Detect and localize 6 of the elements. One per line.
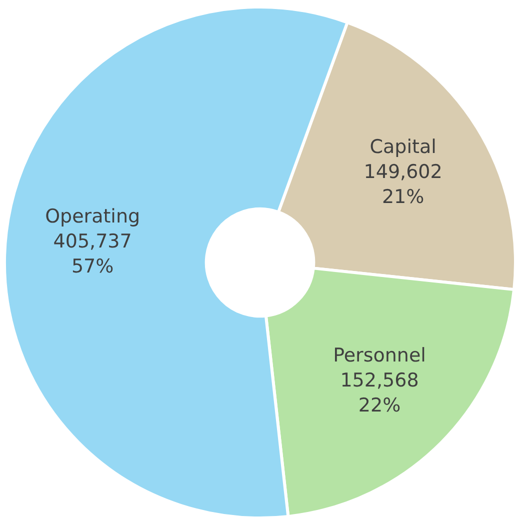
slice-label: Personnel	[333, 344, 426, 366]
slice-label: Capital	[370, 136, 436, 158]
data-label: 149,602 21%	[364, 161, 442, 208]
slice-label: Operating	[45, 205, 140, 228]
data-label: 405,737 57%	[53, 230, 132, 278]
data-label: 152,568 22%	[340, 369, 419, 416]
